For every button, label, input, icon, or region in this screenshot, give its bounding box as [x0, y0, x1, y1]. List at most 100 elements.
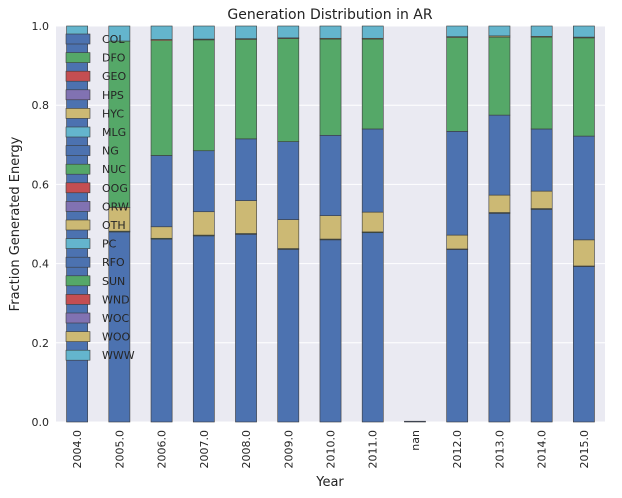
bar-segment-nuc-7 [361, 38, 384, 130]
bar-segment-pc-6 [319, 25, 342, 39]
bar-segment-nuc-5 [277, 38, 300, 142]
y-axis-label: Fraction Generated Energy [8, 136, 23, 311]
legend-label-oth: OTH [102, 219, 126, 232]
bar-segment-nuc-12 [573, 37, 595, 137]
legend-swatch-www [65, 349, 91, 361]
bar-segment-nuc-9 [446, 37, 469, 132]
bar-segment-hyc-10 [488, 194, 511, 213]
legend-swatch-hyc [65, 108, 91, 119]
bar-segment-col-2 [150, 238, 173, 423]
bar-segment-nuc-2 [150, 40, 173, 156]
legend-swatch-col [65, 33, 91, 45]
bar-segment-pc-12 [573, 25, 595, 38]
legend-label-geo: GEO [102, 70, 126, 83]
bar-segment-ng-6 [319, 134, 342, 216]
legend-label-hyc: HYC [102, 107, 124, 120]
legend-label-col: COL [102, 33, 125, 46]
y-tick-label: 0.6 [32, 178, 50, 191]
legend: COL DFO GEO HPS HYC MLG NG NUC OOG ORW OTH PC RFO SUN… [65, 33, 135, 362]
bar-segment-pc-4 [235, 25, 257, 39]
bar-segment-col-5 [277, 249, 300, 423]
bar-segment-nuc-10 [488, 36, 511, 116]
x-tick-label: 2005.0 [113, 430, 126, 469]
bar-segment-hyc-5 [277, 219, 300, 249]
bar-segment-pc-10 [488, 25, 511, 37]
y-tick-label: 0.4 [32, 258, 50, 271]
bar-segment-ng-9 [446, 131, 469, 236]
bar-segment-pc-11 [530, 25, 553, 37]
bar-segment-col-3 [192, 235, 215, 423]
bar-segment-ng-7 [361, 128, 384, 213]
legend-swatch-oth [65, 219, 91, 231]
bar-segment-hyc-2 [150, 226, 173, 239]
x-tick-label: 2010.0 [325, 430, 338, 469]
bar-segment-ng-4 [235, 138, 257, 201]
legend-label-rfo: RFO [102, 256, 125, 269]
bar-segment-col-9 [446, 249, 469, 423]
bar-segment-pc-7 [361, 25, 384, 39]
y-tick-labels: 0.0 0.2 0.4 0.6 0.8 1.0 [32, 20, 50, 429]
bar-segment-ng-5 [277, 141, 300, 220]
x-axis-label: Year [315, 475, 344, 490]
y-tick-label: 0.8 [32, 99, 50, 112]
legend-swatch-woo [65, 331, 91, 342]
x-tick-label: 2009.0 [282, 430, 295, 469]
legend-swatch-geo [65, 70, 91, 82]
legend-label-sun: SUN [102, 275, 125, 288]
legend-label-wnd: WND [102, 293, 130, 306]
bar-segment-col-8 [404, 420, 426, 423]
bar-segment-hyc-6 [319, 215, 342, 240]
bar-segment-pc-9 [446, 25, 469, 37]
bar-segment-nuc-6 [319, 38, 342, 136]
x-tick-labels: 2004.0 2005.0 2006.0 2007.0 2008.0 2009.0 2010… [71, 430, 591, 469]
x-tick-label: nan [409, 430, 422, 451]
bars [66, 25, 595, 423]
x-tick-label: 2004.0 [71, 430, 84, 469]
legend-label-www: WWW [102, 349, 135, 362]
x-tick-label: 2008.0 [240, 430, 253, 469]
legend-swatch-pc [65, 238, 91, 249]
bar-segment-col-7 [361, 232, 384, 423]
bar-segment-nuc-3 [192, 39, 215, 152]
legend-swatch-ng [65, 145, 91, 156]
x-tick-label: 2015.0 [578, 430, 591, 469]
legend-label-oog: OOG [102, 182, 128, 195]
x-tick-label: 2011.0 [367, 430, 380, 469]
legend-label-nuc: NUC [102, 163, 126, 176]
legend-swatch-hps [65, 89, 91, 101]
bar-segment-hyc-11 [530, 190, 553, 209]
bar-segment-hyc-4 [235, 200, 257, 234]
legend-swatch-dfo [65, 52, 91, 63]
legend-swatch-rfo [65, 256, 91, 268]
y-tick-label: 0.0 [32, 416, 50, 429]
legend-swatch-oog [65, 182, 91, 194]
legend-label-dfo: DFO [102, 52, 126, 65]
chart-title: Generation Distribution in AR [227, 7, 432, 23]
bar-segment-hyc-7 [361, 211, 384, 233]
legend-label-woc: WOC [102, 312, 130, 325]
bar-segment-ng-11 [530, 128, 553, 192]
bar-segment-pc-5 [277, 25, 300, 39]
legend-label-woo: WOO [102, 331, 131, 344]
legend-swatch-woc [65, 312, 91, 324]
legend-swatch-nuc [65, 163, 91, 175]
legend-swatch-sun [65, 275, 91, 287]
bar-segment-ng-3 [192, 150, 215, 213]
x-tick-label: 2013.0 [493, 430, 506, 469]
legend-label-orw: ORW [102, 200, 129, 213]
bar-segment-pc-1 [108, 25, 131, 42]
bar-segment-ng-12 [573, 135, 595, 241]
bar-segment-hyc-12 [573, 239, 595, 267]
bar-segment-nuc-11 [530, 36, 553, 130]
x-tick-label: 2006.0 [156, 430, 169, 469]
bar-segment-col-4 [235, 233, 257, 423]
bar-segment-col-11 [530, 209, 553, 423]
legend-swatch-orw [65, 201, 91, 212]
bar-segment-pc-3 [192, 25, 215, 40]
y-tick-label: 1.0 [32, 20, 50, 33]
bar-segment-col-12 [573, 266, 595, 423]
bar-segment-ng-10 [488, 114, 511, 196]
legend-swatch-wnd [65, 294, 91, 305]
y-tick-label: 0.2 [32, 337, 50, 350]
